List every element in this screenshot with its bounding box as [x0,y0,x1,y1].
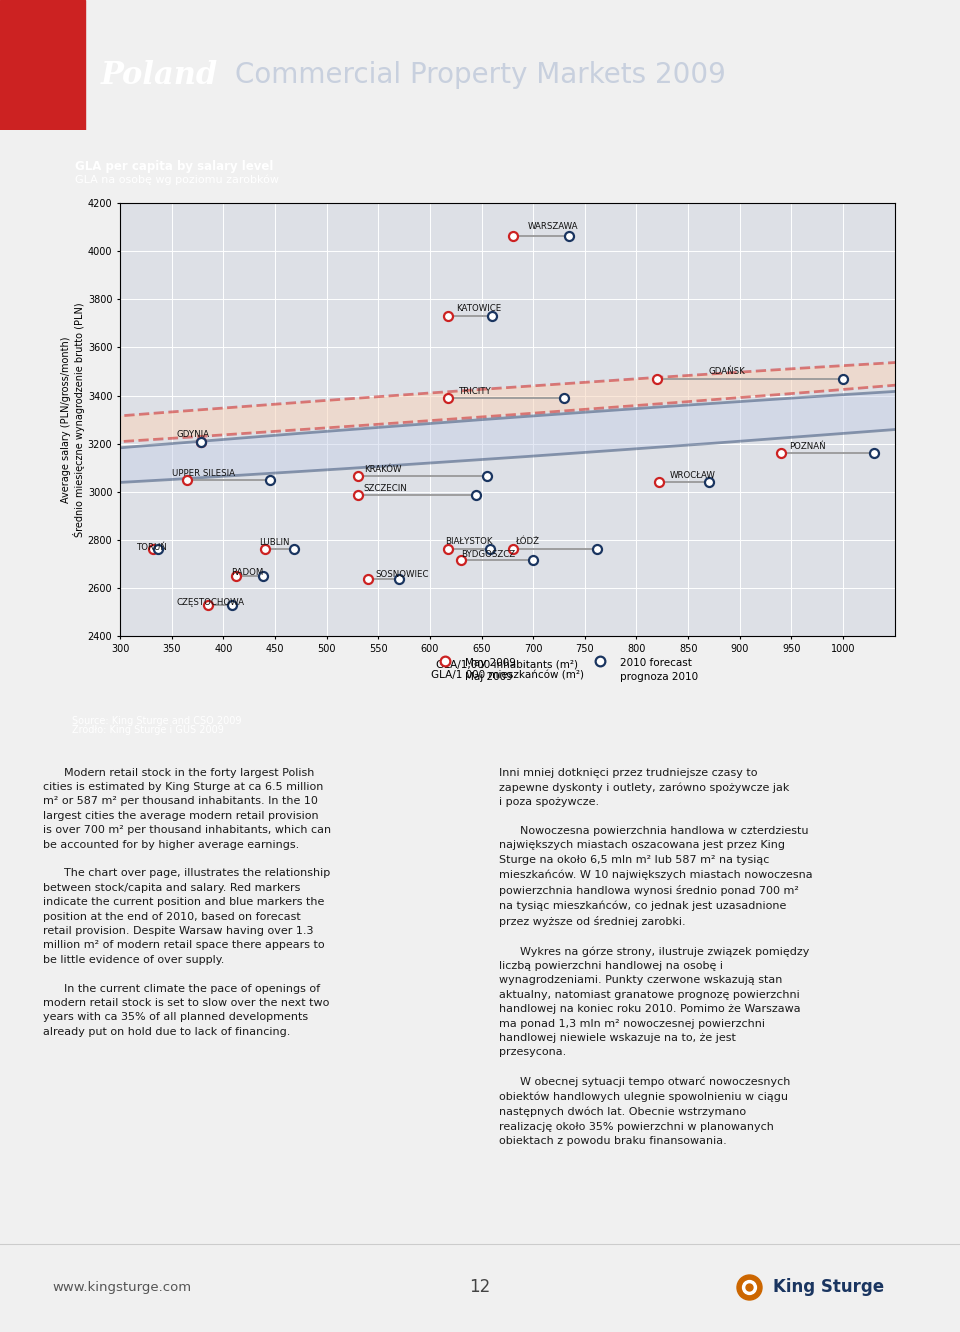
Text: KATOWICE: KATOWICE [456,304,501,313]
Text: GDYNIA: GDYNIA [177,430,210,440]
X-axis label: GLA/1,000 inhabitants (m²)
GLA/1 000 mieszkańców (m²): GLA/1,000 inhabitants (m²) GLA/1 000 mie… [431,659,584,681]
Text: CZĘSTOCHOWA: CZĘSTOCHOWA [177,598,245,606]
Text: Źródło: King Sturge i GUS 2009: Źródło: King Sturge i GUS 2009 [72,723,224,735]
Text: www.kingsturge.com: www.kingsturge.com [53,1280,192,1293]
Text: SZCZECIN: SZCZECIN [364,484,408,493]
Text: LUBLIN: LUBLIN [259,538,290,547]
Text: prognoza 2010: prognoza 2010 [620,671,698,682]
Text: WARSZAWA: WARSZAWA [528,222,579,230]
Ellipse shape [0,346,960,469]
Text: WROCŁAW: WROCŁAW [669,470,715,480]
Text: Maj 2009: Maj 2009 [465,671,513,682]
Text: SOSNOWIEC: SOSNOWIEC [375,570,429,579]
Text: TORUŃ: TORUŃ [136,543,167,551]
Text: POZNAŃ: POZNAŃ [789,442,826,450]
Text: BIAŁYSTOK: BIAŁYSTOK [445,537,492,546]
Ellipse shape [0,362,960,501]
Text: Source: King Sturge and CSO 2009: Source: King Sturge and CSO 2009 [72,717,241,726]
Text: Poland: Poland [101,60,218,91]
Text: King Sturge: King Sturge [773,1277,884,1296]
Text: ŁÓDŻ: ŁÓDŻ [515,537,539,546]
Text: May 2009: May 2009 [465,658,516,669]
Text: 12: 12 [469,1277,491,1296]
Text: GDAŃSK: GDAŃSK [708,368,746,377]
Text: 2010 forecast: 2010 forecast [620,658,691,669]
Text: Inni mniej dotknięci przez trudniejsze czasy to
zapewne dyskonty i outlety, zaró: Inni mniej dotknięci przez trudniejsze c… [499,767,813,1146]
Bar [0,0,85,131]
Text: UPPER SILESIA: UPPER SILESIA [172,469,234,478]
Text: Commercial Property Markets 2009: Commercial Property Markets 2009 [235,61,726,89]
Text: BYDGOSZCZ: BYDGOSZCZ [461,550,515,559]
Text: RADOM: RADOM [231,569,264,577]
Text: Modern retail stock in the forty largest Polish
cities is estimated by King Stur: Modern retail stock in the forty largest… [43,767,331,1036]
Text: GLA per capita by salary level: GLA per capita by salary level [75,160,274,173]
Text: TRICITY: TRICITY [459,386,492,396]
Text: KRAKÓW: KRAKÓW [364,465,401,474]
Y-axis label: Average salary (PLN/gross/month)
Średnio miesięczne wynagrodzenie brutto (PLN): Average salary (PLN/gross/month) Średnio… [60,302,84,537]
Text: GLA na osobę wg poziomu zarobków: GLA na osobę wg poziomu zarobków [75,174,279,185]
